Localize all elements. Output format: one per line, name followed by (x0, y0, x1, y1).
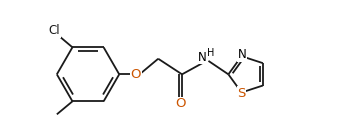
Text: S: S (237, 87, 246, 100)
Text: O: O (130, 68, 141, 81)
Text: H: H (207, 48, 215, 58)
Text: O: O (175, 97, 186, 110)
Text: N: N (198, 51, 207, 64)
Text: N: N (238, 48, 247, 61)
Text: Cl: Cl (48, 24, 60, 37)
